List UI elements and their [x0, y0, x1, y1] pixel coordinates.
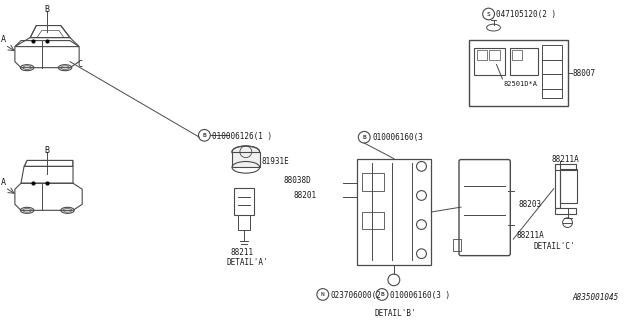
- Text: 88211A: 88211A: [516, 231, 544, 240]
- Bar: [559, 169, 577, 203]
- Ellipse shape: [232, 146, 260, 158]
- Bar: [542, 45, 562, 99]
- Text: N: N: [321, 292, 324, 297]
- Text: S: S: [487, 12, 490, 17]
- Text: 88007: 88007: [573, 69, 596, 78]
- Bar: [477, 50, 486, 60]
- Text: B: B: [380, 292, 384, 297]
- Text: 88211: 88211: [230, 248, 253, 257]
- Text: 88203: 88203: [518, 200, 541, 209]
- Text: A: A: [1, 35, 6, 44]
- Text: 81931E: 81931E: [262, 157, 289, 166]
- Text: 88211A: 88211A: [552, 155, 579, 164]
- Text: B: B: [44, 146, 49, 155]
- Bar: [232, 152, 260, 167]
- Text: B: B: [44, 5, 49, 14]
- Bar: [510, 48, 538, 75]
- Text: DETAIL'C': DETAIL'C': [534, 242, 575, 251]
- Bar: [488, 50, 500, 60]
- Text: 023706000(2: 023706000(2: [331, 291, 381, 300]
- Text: 010006126(1 ): 010006126(1 ): [212, 132, 273, 141]
- Text: C: C: [78, 60, 83, 69]
- Text: A: A: [1, 178, 6, 187]
- Bar: [555, 164, 577, 170]
- Bar: [474, 48, 506, 75]
- Bar: [555, 164, 559, 208]
- Text: DETAIL'B': DETAIL'B': [374, 309, 416, 318]
- Bar: [512, 50, 522, 60]
- Text: 82501D*A: 82501D*A: [504, 81, 538, 87]
- Text: B: B: [362, 135, 366, 140]
- Bar: [555, 208, 577, 214]
- Text: 88038D: 88038D: [284, 176, 311, 185]
- Bar: [469, 40, 568, 106]
- Bar: [362, 173, 384, 191]
- Bar: [234, 188, 253, 215]
- Text: B: B: [202, 133, 206, 138]
- Text: 010006160(3: 010006160(3: [372, 133, 423, 142]
- Bar: [238, 215, 250, 230]
- Bar: [453, 239, 461, 251]
- Text: A835001045: A835001045: [573, 293, 619, 302]
- Text: DETAIL'A': DETAIL'A': [226, 258, 268, 267]
- Bar: [357, 159, 431, 265]
- Bar: [362, 212, 384, 229]
- Text: 88201: 88201: [293, 191, 316, 200]
- Text: 010006160(3 ): 010006160(3 ): [390, 291, 450, 300]
- Text: 047105120(2 ): 047105120(2 ): [497, 10, 557, 19]
